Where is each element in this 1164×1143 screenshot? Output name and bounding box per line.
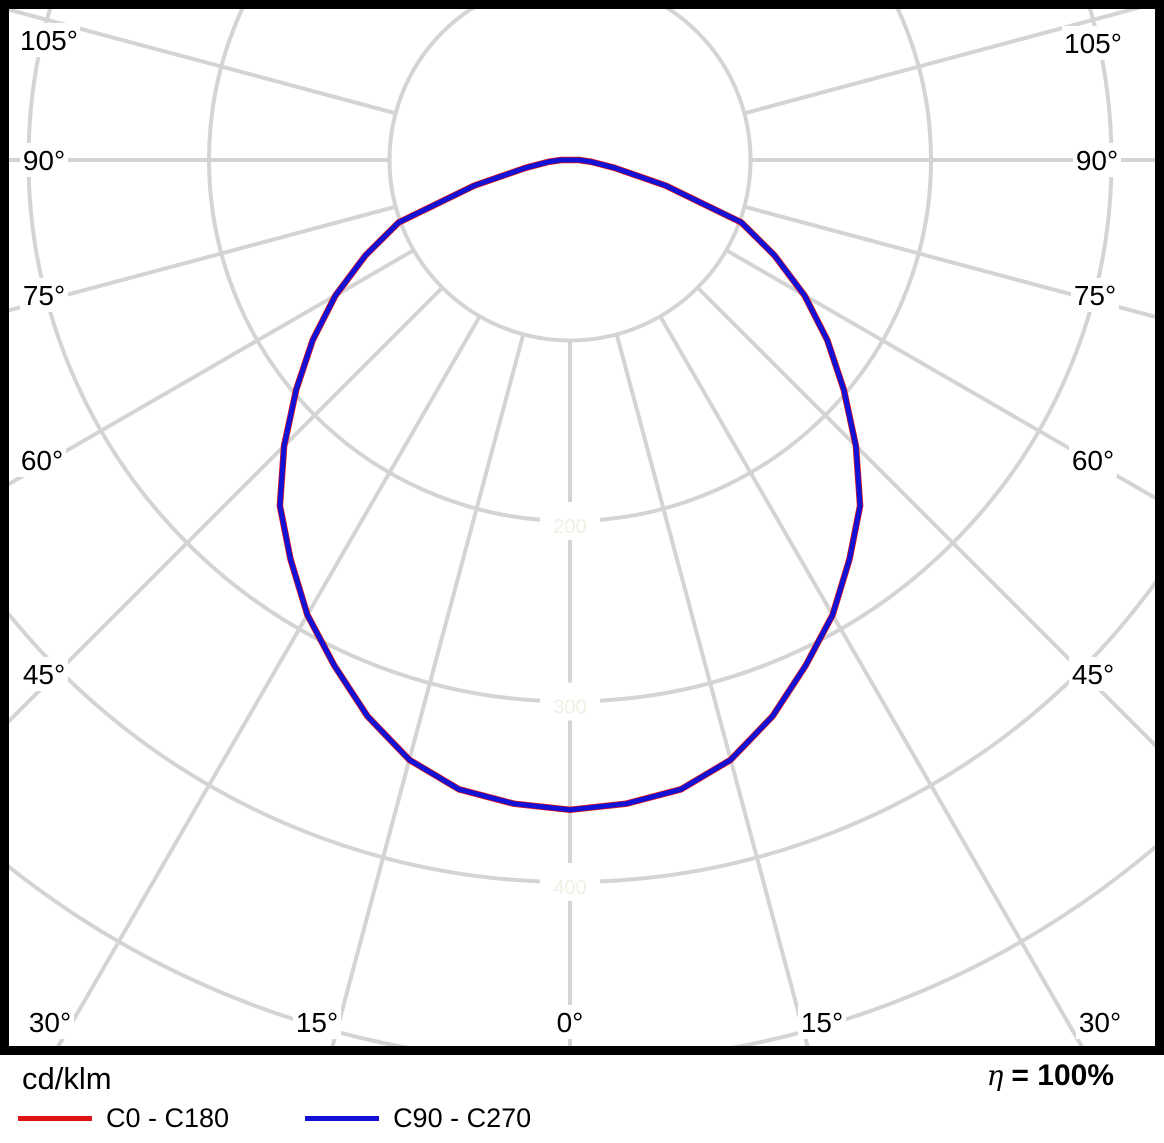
ring-label-200: 200 [553,516,586,538]
ring-label-box-200 [540,502,600,540]
angle-ray-pos105 [743,9,1142,116]
angle-label: 90° [1076,145,1118,176]
angle-label-box [20,143,68,177]
legend-line-c90 [305,1115,380,1121]
eta-symbol: η [986,1059,1004,1092]
grid-ring-400 [9,579,1155,884]
angle-label-box [1069,443,1117,477]
angle-label: 60° [1072,445,1114,476]
angle-label-box [20,278,68,312]
angle-label-box [1073,143,1121,177]
legend-label-c0: C0 - C180 [106,1102,230,1133]
ring-label-400: 400 [553,877,586,899]
angle-ray-pos30 [658,315,1084,1046]
angle-ray-neg45 [9,286,444,724]
angle-label-box [18,443,66,477]
legend-area: cd/klm C0 - C180 C90 - C270 η = 100% [0,1055,1164,1143]
angle-label-box [1062,26,1124,60]
angle-label: 30° [1079,1007,1121,1038]
ring-label-box-400 [540,863,600,901]
ring-label-box-300 [540,682,600,721]
angle-label: 15° [801,1007,843,1038]
angle-label: 0° [557,1007,584,1038]
ring-label-300: 300 [553,697,586,719]
angle-label-box [1076,1005,1124,1039]
angle-label: 90° [23,145,65,176]
grid-ring-100 [387,9,753,343]
angle-label-box [18,23,80,57]
angle-label: 30° [29,1007,71,1038]
legend-label-c90: C90 - C270 [393,1102,532,1133]
angle-label: 105° [20,25,78,56]
angle-label-box [26,1005,74,1039]
plot-border [0,0,1164,1055]
angle-ray-pos75 [743,204,1155,319]
angle-ray-pos60 [725,248,1155,501]
angle-label: 45° [1072,659,1114,690]
angle-label: 75° [1074,280,1116,311]
angle-label-box [20,657,68,691]
angle-ray-neg30 [56,315,482,1046]
angle-label-box [1069,657,1117,691]
angle-label: 75° [23,280,65,311]
angle-label-box [293,1005,341,1039]
angle-label: 45° [23,659,65,690]
angle-label: 105° [1064,28,1122,59]
legend-entry-c0: C0 - C180 [18,1103,229,1134]
angle-label-box [553,1005,587,1039]
unit-label: cd/klm [22,1061,112,1096]
legend-row: C0 - C180 C90 - C270 [18,1103,531,1133]
curve-c90-c270 [277,157,863,813]
angle-ray-neg105 [9,9,397,116]
efficiency-readout: η = 100% [987,1059,1114,1093]
angle-ray-neg60 [9,248,415,487]
legend-line-c0 [18,1115,92,1121]
angle-ray-pos45 [696,286,1155,748]
angle-label: 15° [296,1007,338,1038]
angle-label: 60° [21,445,63,476]
angle-ray-neg75 [9,204,397,313]
eta-value: = 100% [1011,1059,1114,1092]
legend-entry-c90: C90 - C270 [305,1103,531,1134]
angle-label-box [798,1005,846,1039]
angle-label-box [1071,278,1119,312]
